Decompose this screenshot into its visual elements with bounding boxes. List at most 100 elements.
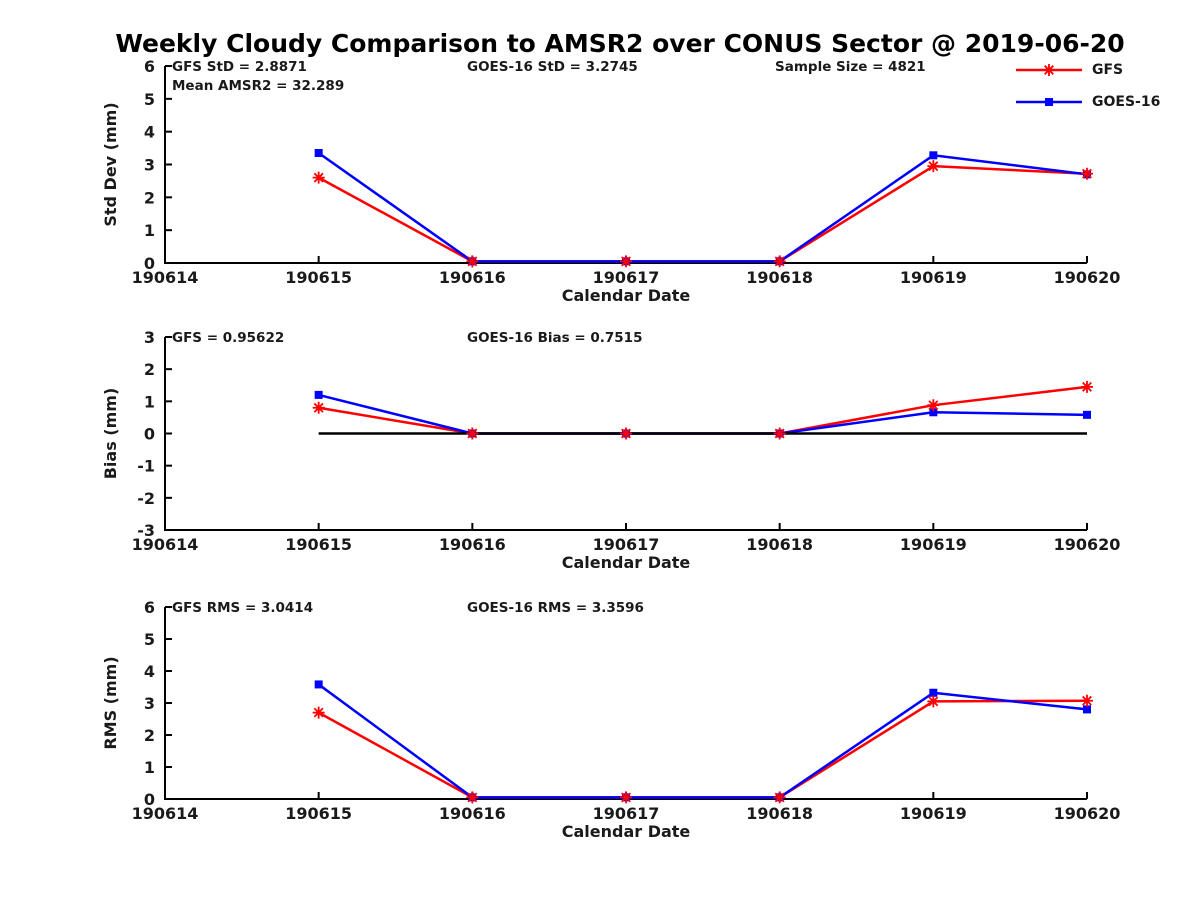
stat-annotation: GOES-16 StD = 3.2745	[467, 59, 638, 75]
y-tick-label: -3	[137, 521, 155, 540]
x-tick-label: 190620	[1054, 268, 1121, 287]
gfs-line-asterisk-icon	[1016, 64, 1082, 76]
legend-item-gfs: GFS	[1014, 60, 1160, 80]
square-marker	[929, 408, 938, 417]
square-marker	[314, 149, 323, 158]
stat-annotation: GFS StD = 2.8871	[172, 59, 307, 75]
asterisk-marker	[927, 695, 940, 708]
y-tick-label: 6	[144, 57, 155, 76]
y-tick-label: 4	[144, 123, 155, 142]
x-tick-label: 190617	[593, 804, 660, 823]
y-axis-label: Std Dev (mm)	[101, 102, 120, 226]
legend-label-goes16: GOES-16	[1092, 94, 1161, 110]
y-tick-label: -1	[137, 457, 155, 476]
asterisk-marker	[312, 401, 325, 414]
square-marker	[1083, 410, 1091, 419]
square-marker	[1045, 98, 1053, 106]
square-marker	[929, 688, 938, 697]
square-marker	[929, 151, 938, 160]
y-tick-label: 1	[144, 758, 155, 777]
x-tick-label: 190617	[593, 535, 660, 554]
x-tick-label: 190616	[439, 268, 506, 287]
series-line-gfs	[318, 164, 1088, 263]
x-tick-label: 190617	[593, 268, 660, 287]
legend-item-goes16: GOES-16	[1014, 92, 1160, 112]
asterisk-marker	[1081, 380, 1093, 393]
y-axis-label: Bias (mm)	[101, 388, 120, 480]
x-tick-label: 190618	[746, 535, 813, 554]
asterisk-marker	[620, 427, 632, 440]
goes16-line-square-icon	[1016, 98, 1082, 106]
axis-spines	[164, 607, 1087, 800]
asterisk-marker	[620, 255, 632, 268]
y-axis-label: RMS (mm)	[101, 656, 120, 749]
x-tick-label: 190620	[1054, 804, 1121, 823]
y-tick-label: 4	[144, 662, 155, 681]
x-axis-label: Calendar Date	[562, 822, 691, 841]
y-tick-label: 5	[144, 630, 155, 649]
legend-label-gfs: GFS	[1092, 62, 1124, 78]
stat-annotation: Sample Size = 4821	[775, 59, 926, 75]
square-marker	[314, 680, 323, 689]
x-tick-label: 190616	[439, 535, 506, 554]
x-tick-label: 190614	[132, 268, 199, 287]
y-tick-label: 1	[144, 221, 155, 240]
y-tick-label: 2	[144, 360, 155, 379]
x-axis-label: Calendar Date	[562, 286, 691, 305]
series-line-gfs	[318, 385, 1088, 435]
x-tick-label: 190616	[439, 804, 506, 823]
x-tick-label: 190614	[132, 804, 199, 823]
stat-annotation: GOES-16 Bias = 0.7515	[467, 330, 642, 346]
asterisk-marker	[620, 791, 632, 804]
asterisk-marker	[773, 255, 786, 268]
square-marker	[314, 390, 323, 399]
x-axis-label: Calendar Date	[562, 553, 691, 572]
y-tick-label: 6	[144, 598, 155, 617]
y-tick-label: -2	[137, 489, 155, 508]
y-tick-label: 0	[144, 790, 155, 809]
asterisk-marker	[1081, 694, 1093, 707]
y-tick-label: 3	[144, 694, 155, 713]
square-marker	[1083, 705, 1091, 714]
x-tick-label: 190620	[1054, 535, 1121, 554]
x-tick-label: 190618	[746, 268, 813, 287]
stat-annotation: GFS = 0.95622	[172, 330, 284, 346]
y-tick-label: 0	[144, 254, 155, 273]
asterisk-marker	[1043, 64, 1055, 76]
x-tick-label: 190619	[900, 804, 967, 823]
x-tick-label: 190614	[132, 535, 199, 554]
y-tick-label: 1	[144, 392, 155, 411]
x-tick-label: 190619	[900, 535, 967, 554]
stat-annotation: GFS RMS = 3.0414	[172, 600, 313, 616]
asterisk-marker	[466, 255, 479, 268]
x-tick-label: 190615	[285, 268, 352, 287]
asterisk-marker	[927, 399, 940, 412]
axis-spines	[164, 66, 1087, 264]
stat-annotation: Mean AMSR2 = 32.289	[172, 78, 344, 94]
asterisk-marker	[773, 427, 786, 440]
series-line-goes-16	[317, 683, 1088, 799]
series-line-goes-16	[317, 151, 1088, 263]
asterisk-marker	[312, 171, 325, 184]
stat-annotation: GOES-16 RMS = 3.3596	[467, 600, 644, 616]
asterisk-marker	[1081, 167, 1093, 180]
y-tick-label: 3	[144, 328, 155, 347]
asterisk-marker	[312, 706, 325, 719]
asterisk-marker	[466, 791, 479, 804]
x-tick-label: 190619	[900, 268, 967, 287]
series-line-gfs	[318, 699, 1088, 799]
y-tick-label: 3	[144, 156, 155, 175]
asterisk-marker	[927, 160, 940, 173]
y-tick-label: 2	[144, 188, 155, 207]
x-tick-label: 190615	[285, 804, 352, 823]
legend: GFS GOES-16	[1014, 60, 1160, 124]
y-tick-label: 0	[144, 425, 155, 444]
x-tick-label: 190615	[285, 535, 352, 554]
x-tick-label: 190618	[746, 804, 813, 823]
asterisk-marker	[773, 791, 786, 804]
asterisk-marker	[466, 427, 479, 440]
y-tick-label: 5	[144, 90, 155, 109]
y-tick-label: 2	[144, 726, 155, 745]
